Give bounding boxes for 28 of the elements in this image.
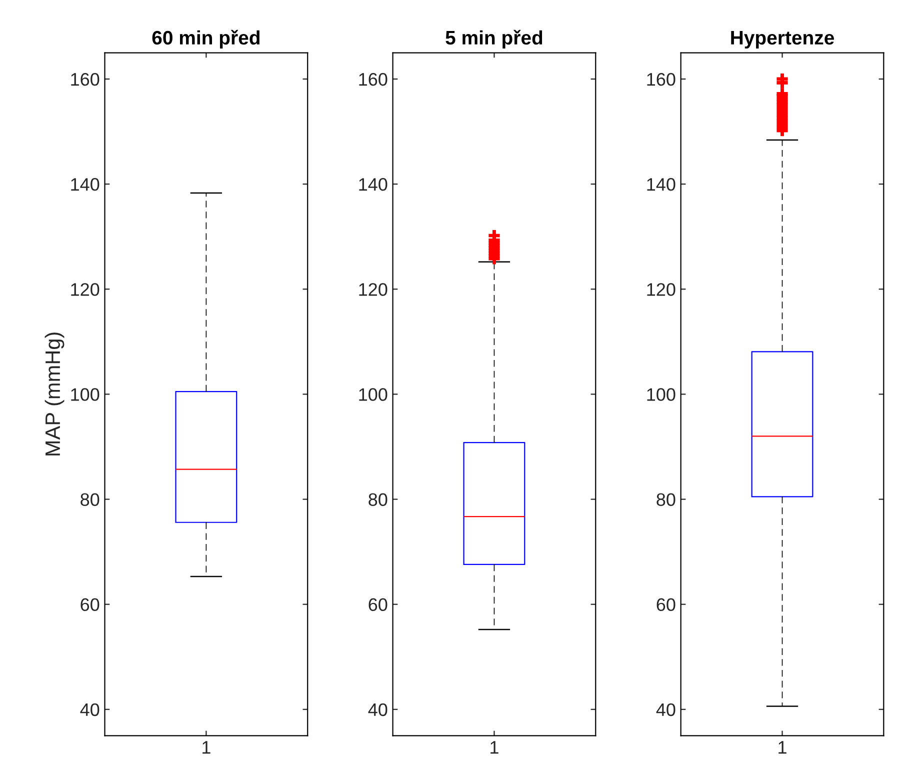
chart-title: 60 min před [152, 30, 260, 48]
y-tick-label: 160 [359, 72, 388, 86]
y-tick-label: 40 [80, 703, 100, 716]
y-tick-label: 160 [647, 72, 676, 86]
y-tick-label: 120 [359, 283, 388, 296]
y-tick-label: 140 [647, 178, 676, 191]
y-tick-label: 100 [71, 388, 100, 401]
y-tick-label: 80 [656, 493, 676, 506]
y-tick-label: 140 [359, 178, 388, 191]
x-tick-label: 1 [202, 741, 210, 754]
y-tick-label: 120 [71, 283, 100, 296]
chart-title: 5 min před [446, 30, 542, 48]
y-tick-label: 120 [647, 283, 676, 296]
y-tick-label: 100 [647, 388, 676, 401]
y-tick-label: 100 [359, 388, 388, 401]
y-tick-label: 60 [368, 598, 388, 612]
y-tick-label: 140 [71, 178, 100, 191]
x-tick-label: 1 [490, 741, 498, 754]
x-tick-label: 1 [778, 741, 786, 754]
y-tick-label: 160 [71, 72, 100, 86]
y-tick-label: 80 [368, 493, 388, 506]
y-tick-label: 60 [80, 598, 100, 612]
y-tick-label: 40 [656, 703, 676, 716]
y-tick-label: 40 [368, 703, 388, 716]
chart-title: Hypertenze [731, 31, 834, 48]
y-axis-title: MAP (mmHg) [44, 332, 64, 456]
y-tick-label: 60 [656, 598, 676, 612]
y-tick-label: 80 [80, 493, 100, 506]
